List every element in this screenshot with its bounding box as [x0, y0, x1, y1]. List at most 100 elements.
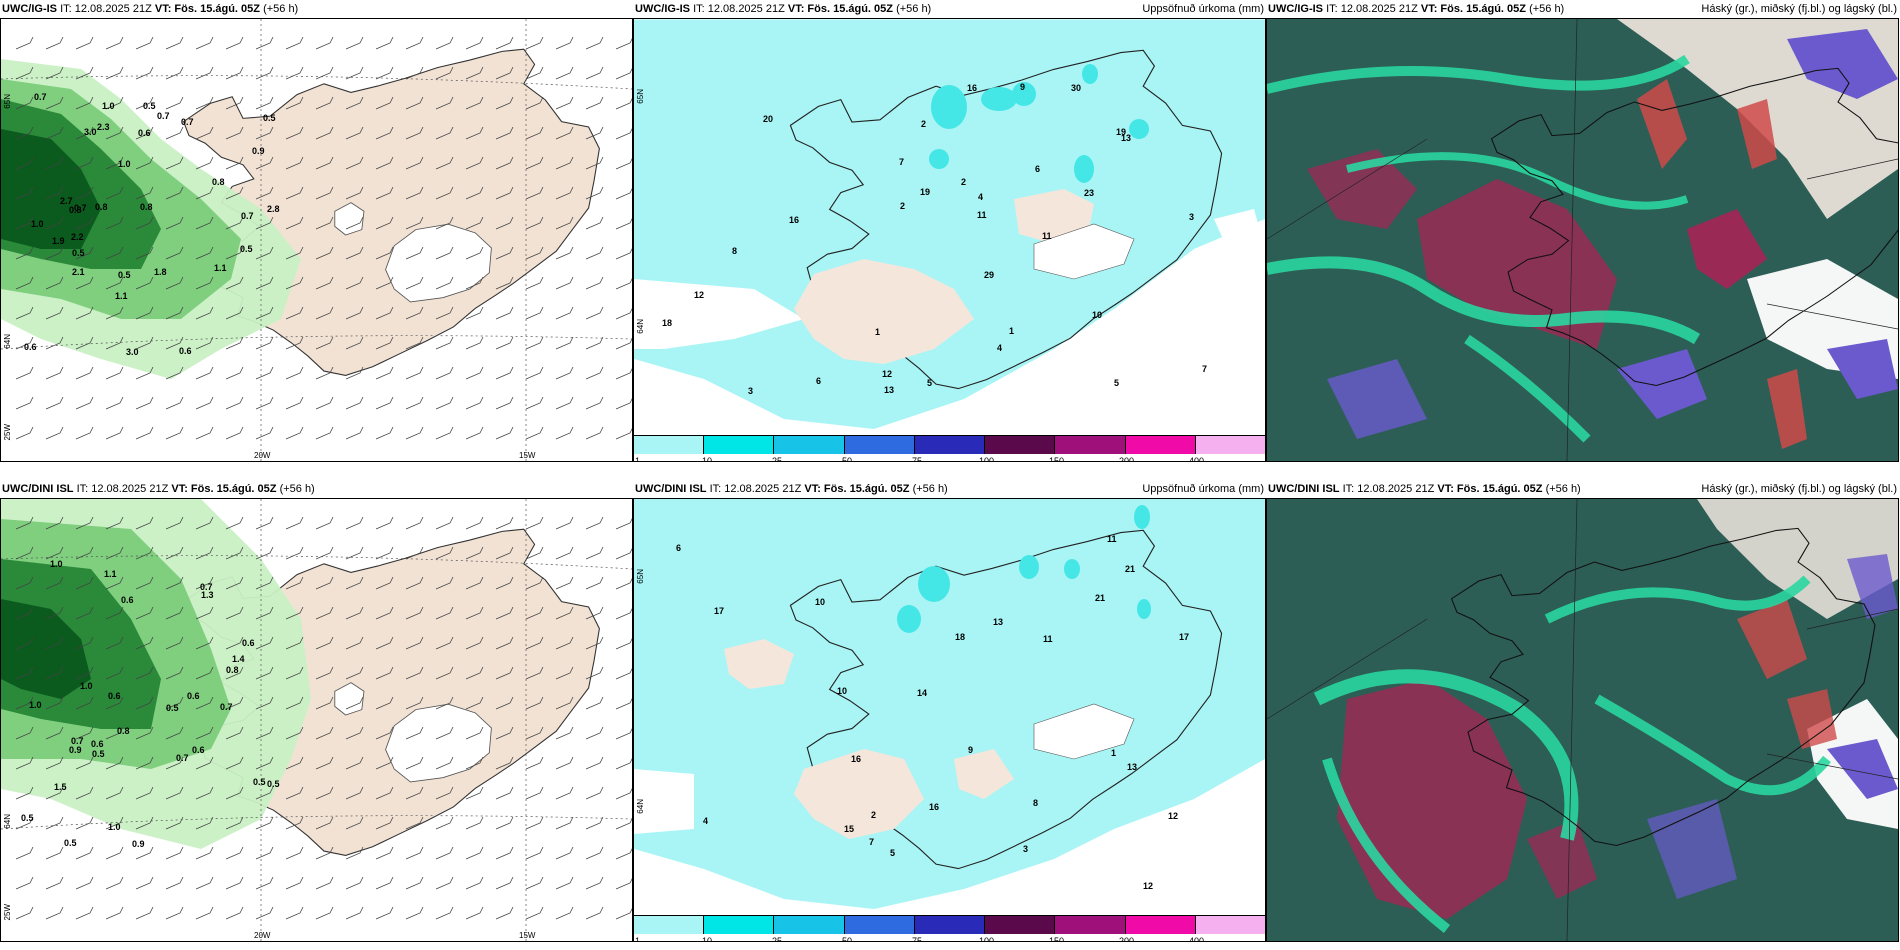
wind-barb: [135, 66, 154, 80]
wind-barb: [345, 396, 364, 410]
wind-barb: [255, 126, 274, 140]
map-value-label: 1.9: [52, 236, 65, 246]
wind-map: [1, 19, 632, 461]
wind-barb: [75, 576, 94, 590]
wind-barb: [465, 546, 484, 560]
wind-barb: [255, 666, 274, 680]
wind-barb: [45, 726, 64, 740]
map-value-label: 2.3: [97, 122, 110, 132]
colorbar-label: 50: [842, 936, 853, 942]
wind-barb: [555, 96, 574, 110]
wind-barb: [195, 246, 214, 260]
wind-barb: [165, 666, 184, 680]
map-value-label: 6: [1035, 164, 1041, 174]
wind-barb: [405, 576, 424, 590]
wind-barb: [435, 906, 454, 920]
map-value-label: 17: [1179, 632, 1190, 642]
wind-barb: [465, 906, 484, 920]
precip-map: [634, 19, 1265, 461]
colorbar-label: 25: [772, 456, 783, 462]
wind-barb: [195, 756, 214, 770]
wind-barb: [105, 606, 124, 620]
wind-barb: [135, 96, 154, 110]
map-value-label: 11: [1107, 534, 1117, 544]
wind-barb: [75, 336, 94, 350]
wind-barb: [495, 396, 514, 410]
wind-barb: [555, 336, 574, 350]
map-value-label: 5: [890, 848, 896, 858]
map-value-label: 2.7: [60, 196, 73, 206]
wind-barb: [315, 216, 334, 230]
wind-barb: [465, 366, 484, 380]
wind-barb: [225, 786, 244, 800]
wind-barb: [165, 186, 184, 200]
wind-barb: [525, 36, 544, 50]
wind-barb: [285, 36, 304, 50]
panel-header: UWC/DINI ISL IT: 12.08.2025 21Z VT: Fös.…: [1266, 480, 1899, 498]
wind-barb: [525, 396, 544, 410]
wind-barb: [465, 396, 484, 410]
map-frame[interactable]: [1266, 18, 1899, 462]
map-frame[interactable]: 20W 15W 25W 65N 64N 0.7 0.7 0.5 0.5 1.0 1.1 1.…: [0, 18, 633, 462]
wind-barb: [585, 246, 604, 260]
map-value-label: 23: [1084, 188, 1095, 198]
wind-barb: [225, 216, 244, 230]
colorbar-swatch: [1125, 436, 1196, 454]
wind-barb: [105, 336, 124, 350]
wind-barb: [435, 186, 454, 200]
lead-time: (+56 h): [1545, 483, 1581, 495]
colorbar-swatch: [1055, 436, 1126, 454]
axis-label-20w: 20W: [254, 931, 271, 940]
wind-barb: [525, 66, 544, 80]
wind-barb: [315, 756, 334, 770]
map-value-label: 2.8: [267, 204, 280, 214]
wind-barb: [135, 36, 154, 50]
wind-barb: [585, 846, 604, 860]
wind-barb: [495, 96, 514, 110]
wind-barb: [255, 516, 274, 530]
wind-barb: [15, 396, 34, 410]
wind-barb: [495, 696, 514, 710]
map-value-label: 0.7: [241, 211, 254, 221]
map-value-label: 0.8: [69, 205, 82, 215]
map-frame[interactable]: 20W 15W 25W 64N 1.0 0.6 0.6 0.9 1.1 0.8 0.8 1.0…: [0, 498, 633, 942]
wind-barb: [495, 156, 514, 170]
wind-barb: [255, 576, 274, 590]
wind-barb: [225, 276, 244, 290]
wind-barb: [495, 126, 514, 140]
map-value-label: 2.2: [71, 232, 84, 242]
field-title: Uppsöfnuð úrkoma (mm): [1142, 3, 1264, 15]
map-value-label: 1.0: [118, 159, 131, 169]
map-frame[interactable]: [1266, 498, 1899, 942]
wind-barb: [465, 726, 484, 740]
wind-barb: [525, 726, 544, 740]
map-frame[interactable]: 65N 64N 13 19 29 23 12 19 20 16 18 12 16 11 30 13 10 5 4…: [633, 18, 1266, 462]
wind-barb: [135, 336, 154, 350]
map-frame[interactable]: 65N 64N 17 17 21 15 16 12 18 14 13 21 11 10 9 8 7 6 5 4 3 2…: [633, 498, 1266, 942]
wind-barb: [405, 306, 424, 320]
map-value-label: 13: [884, 385, 895, 395]
wind-barb: [135, 246, 154, 260]
wind-barb: [15, 696, 34, 710]
wind-barb: [255, 336, 274, 350]
wind-barb: [225, 516, 244, 530]
wind-barb: [345, 876, 364, 890]
map-value-label: 14: [917, 688, 928, 698]
wind-barb: [465, 276, 484, 290]
colorbar-label: 1: [635, 936, 641, 942]
panel-header: UWC/IG-IS IT: 12.08.2025 21Z VT: Fös. 15…: [1266, 0, 1899, 18]
wind-barb: [285, 66, 304, 80]
map-value-label: 2: [921, 119, 927, 129]
wind-barb: [75, 696, 94, 710]
map-value-label: 0.8: [140, 202, 153, 212]
wind-barb: [375, 246, 394, 260]
wind-barb: [225, 576, 244, 590]
wind-barb: [105, 156, 124, 170]
map-value-label: 1.5: [54, 782, 67, 792]
wind-barb: [315, 276, 334, 290]
map-value-label: 4: [997, 343, 1003, 353]
colorbar-swatch: [1125, 916, 1196, 934]
wind-barb: [195, 306, 214, 320]
wind-barb: [285, 636, 304, 650]
wind-barb: [285, 906, 304, 920]
